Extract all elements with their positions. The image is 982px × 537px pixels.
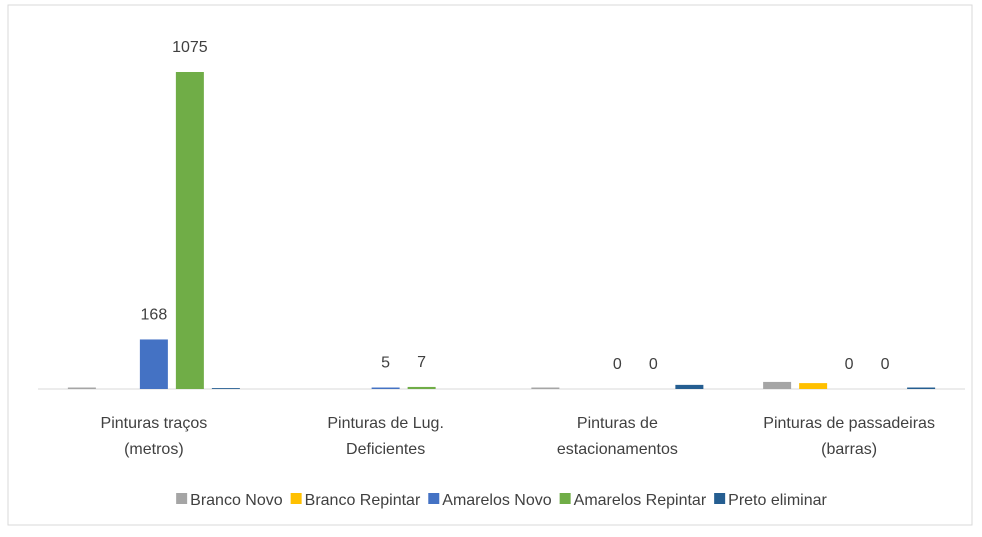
x-tick-line: (metros): [124, 441, 184, 458]
legend-swatch: [714, 493, 726, 504]
bar: [67, 387, 96, 389]
data-label: 7: [417, 354, 426, 371]
legend-label: Preto eliminar: [728, 492, 827, 509]
legend-swatch: [559, 493, 571, 504]
x-tick-label: Pinturas de estacionamentos: [557, 415, 678, 458]
chart-border: [7, 4, 973, 526]
x-tick-line: (barras): [821, 441, 877, 458]
legend-swatch: [290, 493, 302, 504]
legend-label: Branco Repintar: [305, 492, 421, 509]
data-label: 0: [649, 356, 658, 373]
legend-label: Amarelos Novo: [442, 492, 551, 509]
data-label: 168: [141, 306, 168, 323]
bar: [763, 381, 792, 389]
data-label: 0: [881, 356, 890, 373]
x-tick-label: Pinturas de Lug. Deficientes: [327, 415, 444, 458]
data-label: 0: [613, 356, 622, 373]
x-tick-line: Deficientes: [346, 441, 425, 458]
bar: [675, 384, 704, 389]
x-tick-label: Pinturas traços (metros): [101, 415, 208, 458]
data-label: 1075: [172, 39, 208, 56]
bar: [799, 383, 828, 389]
bar: [907, 387, 936, 389]
x-tick-line: estacionamentos: [557, 441, 678, 458]
legend: Branco Novo Branco Repintar Amarelos Novo A…: [176, 492, 828, 509]
data-label: 0: [845, 356, 854, 373]
x-tick-label: Pinturas de passadeiras (barras): [763, 415, 935, 458]
x-tick-line: Pinturas de Lug.: [327, 415, 444, 432]
bar: [139, 339, 168, 389]
legend-label: Amarelos Repintar: [574, 492, 707, 509]
bar: [531, 387, 560, 389]
legend-swatch: [176, 493, 188, 504]
bar: [371, 387, 400, 389]
bar: [211, 388, 240, 389]
legend-label: Branco Novo: [190, 492, 283, 509]
data-label: 5: [381, 355, 390, 372]
x-tick-line: Pinturas de: [577, 415, 658, 432]
x-tick-line: Pinturas traços: [101, 415, 208, 432]
legend-swatch: [428, 493, 440, 504]
bar: [407, 386, 436, 389]
bar: [175, 72, 204, 389]
x-tick-line: Pinturas de passadeiras: [763, 415, 935, 432]
